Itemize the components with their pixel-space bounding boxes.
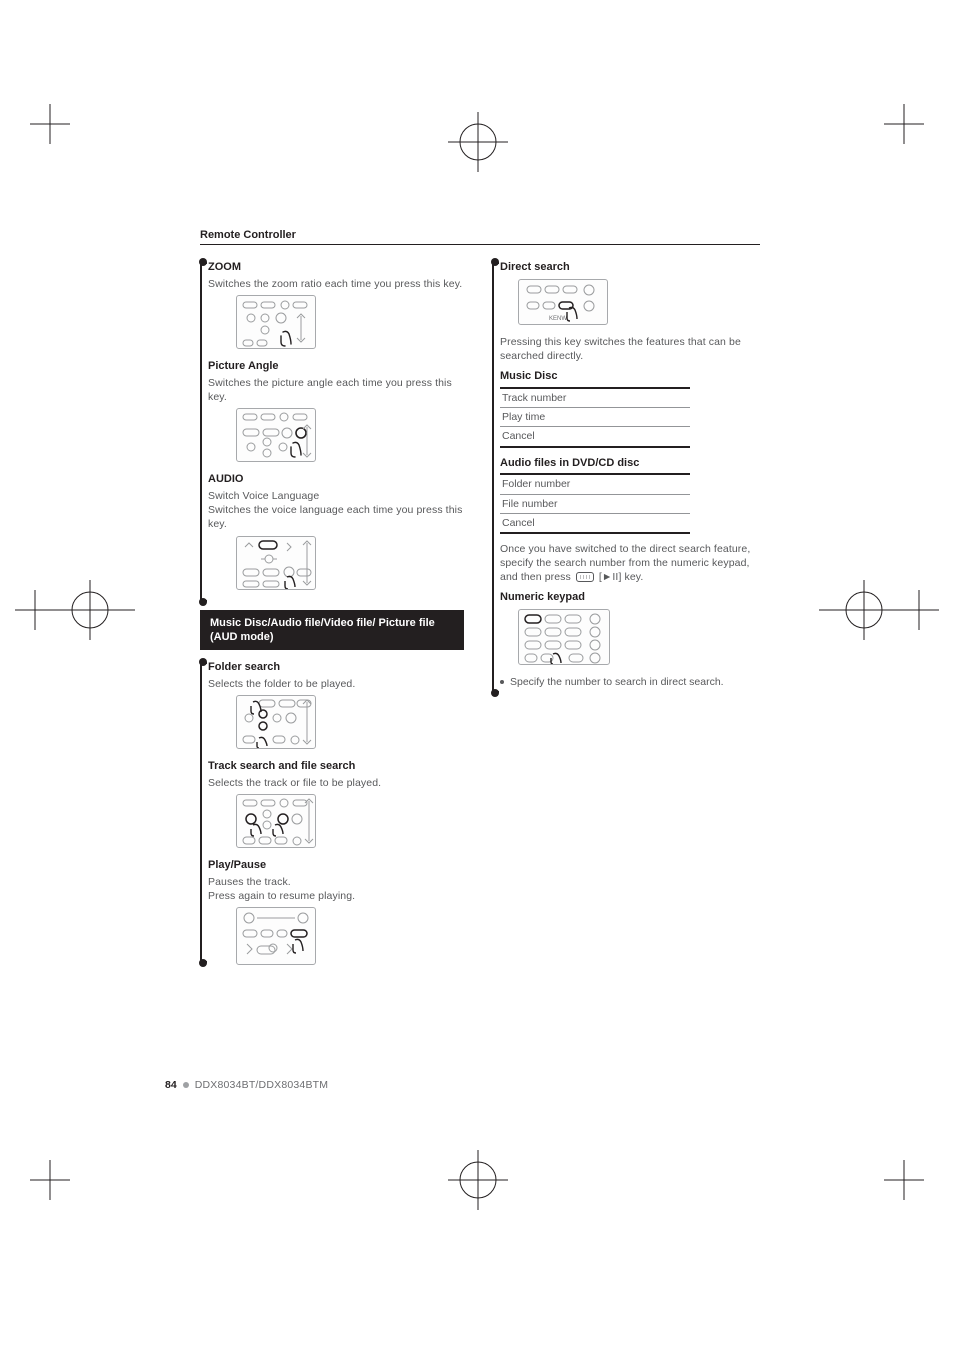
table-row: Cancel: [500, 426, 690, 447]
audio-title: AUDIO: [208, 472, 472, 487]
page-number: 84: [165, 1078, 177, 1092]
audio-body: Switches the voice language each time yo…: [208, 503, 472, 531]
remote-key-icon: [576, 572, 594, 582]
bullet-icon: [500, 680, 504, 684]
folder-search-title: Folder search: [208, 660, 472, 675]
footer-bullet-icon: [183, 1082, 189, 1088]
track-search-title: Track search and file search: [208, 759, 472, 774]
remote-illustration-angle: [236, 408, 316, 462]
remote-illustration-play: [236, 907, 316, 965]
play-pause-line1: Pauses the track.: [208, 875, 472, 889]
mode-band: Music Disc/Audio file/Video file/ Pictur…: [200, 610, 464, 651]
table-row: Cancel: [500, 513, 690, 534]
picture-angle-title: Picture Angle: [208, 359, 472, 374]
table-row: Track number: [500, 387, 690, 407]
music-disc-title: Music Disc: [500, 369, 764, 384]
remote-illustration-audio: [236, 536, 316, 590]
remote-illustration-zoom: [236, 295, 316, 349]
zoom-body: Switches the zoom ratio each time you pr…: [208, 277, 472, 291]
remote-illustration-track: [236, 794, 316, 848]
table-row: File number: [500, 494, 690, 513]
section-header: Remote Controller: [200, 228, 296, 243]
music-disc-table: Track number Play time Cancel: [500, 387, 690, 448]
play-pause-title: Play/Pause: [208, 858, 472, 873]
direct-search-body: Pressing this key switches the features …: [500, 335, 764, 363]
table-row: Play time: [500, 407, 690, 426]
page-footer: 84 DDX8034BT/DDX8034BTM: [165, 1078, 328, 1092]
table-row: Folder number: [500, 473, 690, 493]
zoom-title: ZOOM: [208, 260, 472, 275]
audio-line1: Switch Voice Language: [208, 489, 472, 503]
model-label: DDX8034BT/DDX8034BTM: [195, 1078, 329, 1092]
audio-files-title: Audio files in DVD/CD disc: [500, 456, 764, 471]
remote-illustration-folder: [236, 695, 316, 749]
direct-search-title: Direct search: [500, 260, 764, 275]
audio-files-table: Folder number File number Cancel: [500, 473, 690, 534]
remote-illustration-keypad: [518, 609, 610, 665]
direct-search-note: Once you have switched to the direct sea…: [500, 542, 764, 585]
picture-angle-body: Switches the picture angle each time you…: [208, 376, 472, 404]
svg-text:KENW: KENW: [549, 316, 567, 322]
track-search-body: Selects the track or file to be played.: [208, 776, 472, 790]
numeric-keypad-title: Numeric keypad: [500, 590, 764, 605]
remote-illustration-direct: KENW: [518, 279, 608, 325]
header-rule: [200, 244, 760, 245]
play-pause-line2: Press again to resume playing.: [208, 889, 472, 903]
keypad-bullet: Specify the number to search in direct s…: [500, 675, 764, 689]
folder-search-body: Selects the folder to be played.: [208, 677, 472, 691]
